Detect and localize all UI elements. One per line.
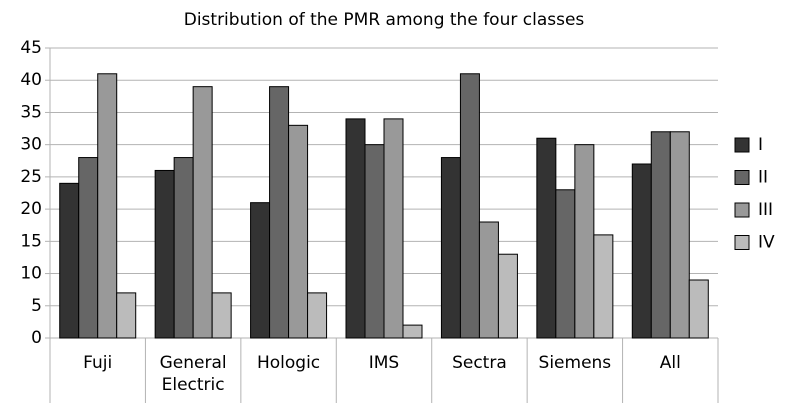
x-tick-label: All [659,353,681,373]
y-tick-label: 30 [20,135,42,155]
chart-title: Distribution of the PMR among the four c… [184,10,585,30]
bar [59,182,80,339]
bar [154,169,175,339]
bar [497,253,518,339]
y-tick-label: 10 [20,264,42,284]
bar [97,73,118,339]
legend-swatch [734,137,750,153]
bar [173,157,194,339]
legend-label: III [758,200,773,220]
legend-swatch [734,170,750,185]
bar [440,157,461,339]
bar [650,131,671,339]
x-tick-label: Fuji [83,353,113,373]
y-tick-label: 35 [20,102,42,122]
bar [307,292,328,339]
bar [192,86,213,339]
bar [536,137,557,339]
bar [288,124,309,339]
x-tick-label: Sectra [452,353,507,373]
x-tick-label: General Electric [159,353,227,395]
bar [574,144,595,339]
legend-label: I [758,135,763,155]
y-tick-label: 0 [31,328,42,348]
bar [364,144,385,339]
bar [250,202,271,339]
bar [669,131,690,339]
bar [688,279,709,339]
x-tick-label: Siemens [538,353,612,373]
bar [345,118,366,339]
bar [78,157,99,339]
y-tick-label: 5 [31,296,42,316]
bar [383,118,404,339]
x-tick-label: Hologic [256,353,321,373]
bar [631,163,652,339]
legend-swatch [734,202,750,218]
bar [116,292,137,339]
y-tick-label: 15 [20,231,42,251]
legend-swatch [734,235,750,250]
legend-label: II [758,168,768,188]
y-tick-label: 40 [20,70,42,90]
legend-label: IV [758,233,775,253]
bar [478,221,499,339]
y-tick-label: 45 [20,38,42,58]
bar [555,189,576,339]
x-tick-label: IMS [368,353,400,373]
bar [211,292,232,339]
y-tick-label: 25 [20,167,42,187]
bar [593,234,614,339]
bar [402,324,423,339]
bar [459,73,480,339]
bar [269,86,290,339]
y-tick-label: 20 [20,199,42,219]
